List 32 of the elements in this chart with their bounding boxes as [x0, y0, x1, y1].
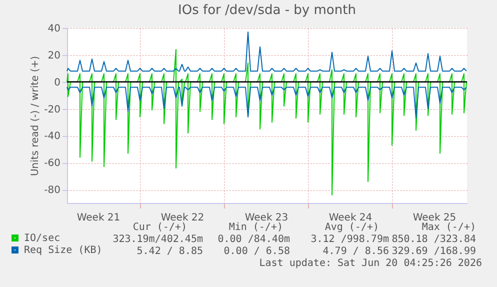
y-tick-label: -40 [44, 131, 60, 142]
text: 0.00 / 6.58 [224, 246, 290, 257]
y-tick-label: -20 [44, 104, 60, 116]
line-series [66, 86, 467, 119]
text: 5.42 / 8.85 [136, 246, 203, 257]
line-series [66, 32, 467, 72]
x-tick-label: Week 21 [76, 212, 120, 224]
text: 323.19m/402.45m [112, 234, 203, 245]
text: 3.12 /998.79m [310, 234, 389, 245]
text: Cur (-/+) [132, 222, 187, 233]
text: 329.69 /168.99 [392, 246, 476, 257]
text: Max (-/+) [422, 222, 476, 233]
x-tick-label: Week 23 [244, 212, 288, 224]
x-tick-label: Week 22 [160, 212, 204, 224]
text: Min (-/+) [228, 222, 283, 233]
text: 850.18 /323.84 [392, 234, 476, 245]
y-tick-label: 20 [48, 50, 60, 62]
x-tick-label: Week 24 [328, 212, 372, 224]
y-tick-label: -60 [44, 158, 60, 170]
line-series [66, 49, 467, 196]
y-tick-label: 0 [54, 77, 60, 88]
text: 4.79 / 8.56 [322, 246, 389, 257]
text: Avg (-/+) [324, 222, 379, 233]
x-tick-label: Week 25 [412, 212, 456, 224]
y-tick-label: -80 [44, 185, 60, 196]
chart-title: IOs for /dev/sda - by month [178, 3, 356, 18]
legend-label: IO/sec [24, 233, 60, 244]
legend-label: Req Size (KB) [24, 245, 102, 256]
y-tick-label: 40 [48, 24, 60, 34]
text: Last update: Sat Jun 20 04:25:26 2026 [259, 258, 482, 269]
y-axis-title: Units read (-) / write (+) [30, 56, 42, 176]
text: 0.00 /84.40m [218, 234, 290, 245]
